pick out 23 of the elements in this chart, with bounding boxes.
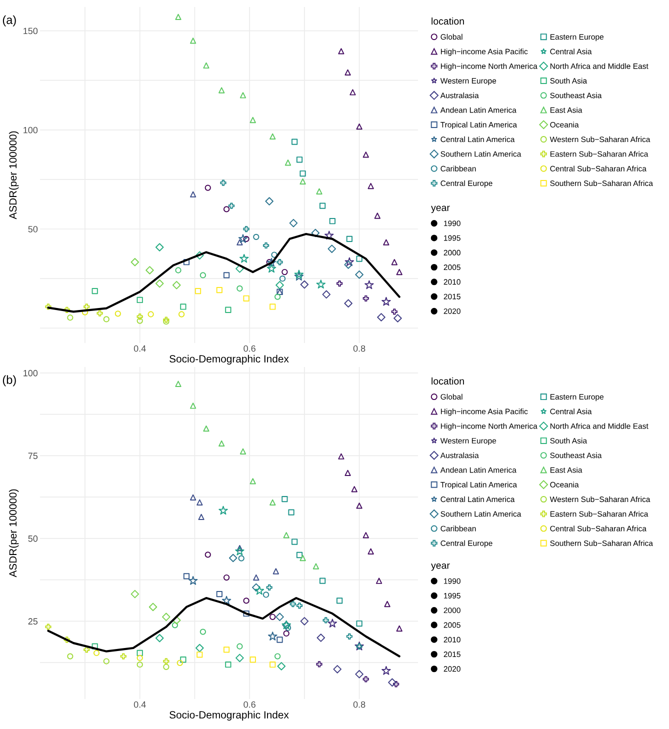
y-tick-label: 100 [24,126,38,134]
x-tick-label: 0.4 [134,345,146,352]
y-tick-label: 100 [24,370,38,376]
x-tick-label: 0.4 [134,701,146,708]
x-tick-label: 0.6 [244,345,256,352]
y-tick-label: 50 [28,226,38,232]
y-tick-label: 25 [28,618,38,625]
text: year [431,206,450,214]
y-axis-title: ASDR(per 100000) [8,131,19,220]
x-axis-title: Socio-Demographic Index [170,710,289,721]
y-tick-label: 75 [28,452,38,460]
x-tick-label: 0.6 [244,701,256,708]
text: year [431,564,450,571]
legend-title: location [432,377,464,385]
text: (a) [2,15,16,26]
y-tick-label: 150 [24,28,38,34]
y-axis-title: ASDR(per 100000) [8,489,19,578]
x-tick-label: 0.8 [353,701,366,708]
x-axis-title: Socio-Demographic Index [170,354,289,365]
legend-title: location [432,17,464,25]
y-tick-label: 50 [28,535,38,542]
x-tick-label: 0.8 [353,345,366,352]
text: (b) [2,375,16,386]
